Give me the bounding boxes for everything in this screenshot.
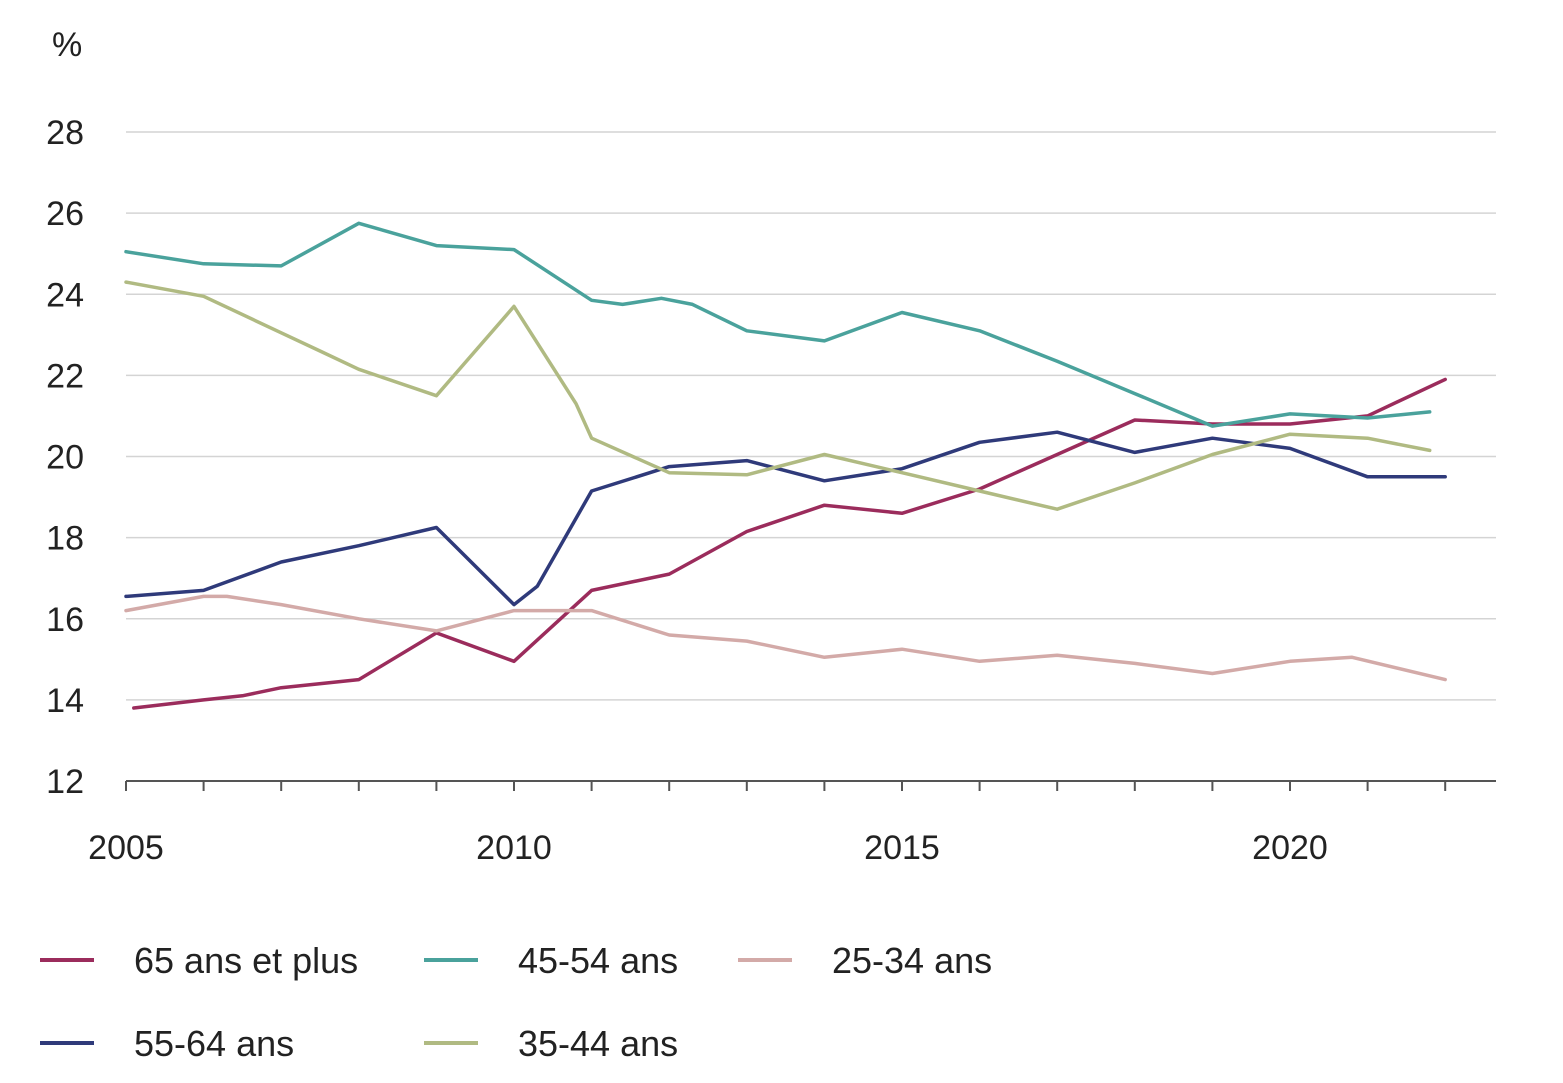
series-0 bbox=[132, 377, 1447, 710]
y-tick-label: 28 bbox=[46, 114, 84, 152]
legend-label: 25-34 ans bbox=[832, 940, 992, 981]
y-tick-label: 26 bbox=[46, 195, 84, 233]
series-3 bbox=[124, 430, 1447, 607]
series-line bbox=[124, 280, 1432, 511]
y-tick-label: 14 bbox=[46, 682, 84, 720]
legend-label: 55-64 ans bbox=[134, 1023, 294, 1064]
y-tick-label: 18 bbox=[46, 520, 84, 558]
legend-label: 35-44 ans bbox=[518, 1023, 678, 1064]
x-axis: 2005 2010 2015 2020 bbox=[88, 780, 1496, 867]
x-tick-label: 2015 bbox=[864, 829, 940, 867]
legend-item: 25-34 ans bbox=[738, 940, 992, 981]
legend-item: 35-44 ans bbox=[424, 1023, 678, 1064]
x-tick-label: 2020 bbox=[1252, 829, 1328, 867]
legend-label: 45-54 ans bbox=[518, 940, 678, 981]
legend: 65 ans et plus 45-54 ans 25-34 ans 55-64 an… bbox=[40, 940, 992, 1064]
y-tick-label: 12 bbox=[46, 763, 84, 801]
y-axis-ticks: 12 14 16 18 20 22 24 26 28 bbox=[46, 114, 84, 801]
series-lines bbox=[124, 221, 1447, 710]
series-line bbox=[124, 430, 1447, 607]
series-line bbox=[124, 594, 1447, 682]
series-2 bbox=[124, 594, 1447, 682]
y-tick-label: 16 bbox=[46, 601, 84, 639]
series-1 bbox=[124, 221, 1432, 428]
legend-item: 45-54 ans bbox=[424, 940, 678, 981]
legend-item: 65 ans et plus bbox=[40, 940, 358, 981]
series-line bbox=[124, 221, 1432, 428]
x-tick-label: 2010 bbox=[476, 829, 552, 867]
y-tick-label: 20 bbox=[46, 439, 84, 477]
y-tick-label: 22 bbox=[46, 357, 84, 395]
y-axis-unit-label: % bbox=[52, 26, 82, 64]
legend-item: 55-64 ans bbox=[40, 1023, 294, 1064]
x-tick-label: 2005 bbox=[88, 829, 164, 867]
y-tick-label: 24 bbox=[46, 276, 84, 314]
series-line bbox=[132, 377, 1447, 710]
legend-label: 65 ans et plus bbox=[134, 940, 358, 981]
series-4 bbox=[124, 280, 1432, 511]
